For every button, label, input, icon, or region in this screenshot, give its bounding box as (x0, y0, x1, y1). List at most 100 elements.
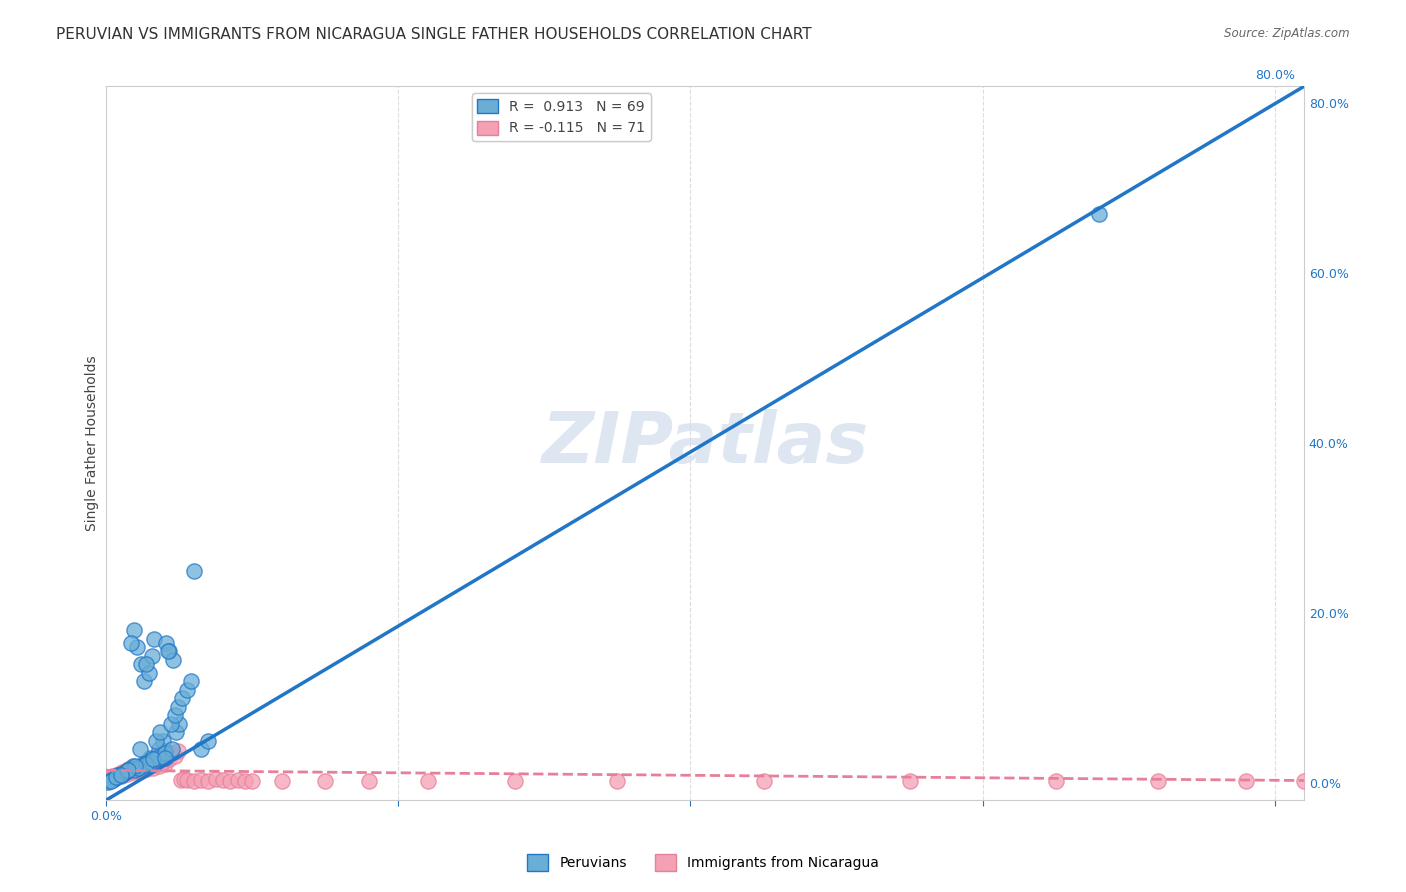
Point (120, 764, 142, 778)
Point (101, 772, 124, 787)
Point (166, 744, 188, 758)
Point (176, 772, 198, 787)
Point (197, 733, 219, 747)
Point (153, 750, 176, 764)
Point (197, 773, 219, 788)
Point (143, 757, 166, 772)
Point (148, 759, 170, 773)
Point (135, 657, 157, 672)
Point (270, 774, 292, 789)
Point (118, 764, 141, 779)
Point (139, 759, 162, 773)
Point (132, 759, 155, 773)
Point (157, 644, 180, 658)
Point (165, 725, 187, 739)
Point (110, 768, 132, 782)
Point (1088, 207, 1111, 221)
Point (135, 757, 157, 772)
Point (139, 755, 162, 769)
Point (1381, 774, 1403, 789)
Y-axis label: Single Father Households: Single Father Households (86, 355, 100, 531)
Point (152, 733, 174, 747)
Point (117, 764, 139, 778)
Text: Source: ZipAtlas.com: Source: ZipAtlas.com (1225, 27, 1350, 40)
Point (149, 725, 172, 739)
Point (156, 644, 179, 658)
Point (145, 757, 167, 772)
Point (155, 750, 177, 764)
Point (103, 772, 125, 786)
Point (110, 767, 132, 781)
Point (180, 674, 202, 689)
Point (1292, 774, 1315, 789)
Point (359, 774, 381, 789)
Point (121, 764, 143, 779)
Point (162, 653, 184, 667)
Point (124, 759, 146, 773)
Point (212, 772, 235, 787)
Point (134, 674, 156, 689)
Point (142, 752, 165, 766)
Point (129, 764, 152, 779)
Point (190, 772, 212, 787)
Point (125, 760, 148, 774)
Point (150, 747, 173, 761)
Point (219, 773, 242, 788)
Point (105, 770, 128, 784)
Point (124, 764, 146, 778)
Point (117, 764, 139, 778)
Point (105, 768, 128, 782)
Point (163, 748, 186, 763)
Point (146, 748, 169, 763)
Point (115, 764, 138, 779)
Point (101, 769, 124, 783)
Point (226, 772, 249, 787)
Point (108, 766, 131, 780)
Point (183, 773, 205, 788)
Point (416, 773, 439, 788)
Point (146, 756, 169, 770)
Point (107, 767, 129, 781)
Point (118, 763, 141, 777)
Point (136, 763, 159, 777)
Point (139, 750, 162, 764)
Point (183, 564, 205, 578)
Point (112, 765, 135, 780)
Point (134, 761, 156, 775)
Legend: R =  0.913   N = 69, R = -0.115   N = 71: R = 0.913 N = 69, R = -0.115 N = 71 (472, 94, 651, 141)
Point (153, 747, 176, 761)
Point (153, 757, 176, 772)
Point (143, 632, 166, 646)
Point (172, 691, 194, 706)
Point (148, 742, 170, 756)
Point (176, 682, 198, 697)
Point (110, 769, 132, 783)
Point (111, 766, 134, 780)
Point (97, 775, 120, 789)
Point (173, 772, 195, 786)
Point (104, 771, 127, 785)
Point (150, 756, 173, 770)
Point (152, 755, 174, 769)
Point (127, 761, 149, 775)
Point (233, 774, 256, 789)
Point (124, 763, 146, 777)
Point (132, 759, 155, 773)
Point (124, 764, 146, 778)
Point (141, 756, 163, 771)
Point (157, 752, 180, 766)
Point (111, 764, 134, 779)
Point (115, 766, 138, 780)
Point (166, 699, 188, 714)
Point (104, 771, 127, 785)
Point (142, 752, 165, 766)
Point (155, 636, 177, 650)
Point (314, 773, 336, 788)
Point (1337, 775, 1360, 789)
Point (127, 761, 149, 775)
Point (112, 765, 135, 780)
Point (138, 758, 160, 772)
Point (149, 754, 172, 768)
Point (128, 742, 150, 756)
Point (114, 764, 136, 779)
